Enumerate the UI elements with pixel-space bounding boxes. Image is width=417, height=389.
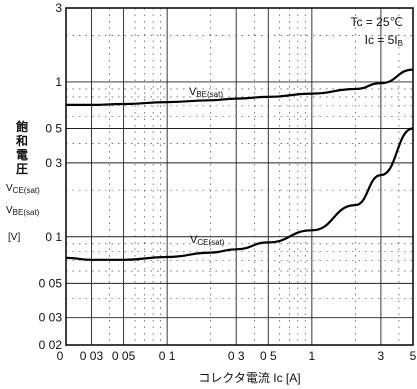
y-axis-symbol-vce: VCE(sat) (6, 183, 40, 195)
x-tick-label: 1 (309, 349, 316, 363)
y-tick-label: 0 05 (39, 276, 63, 290)
x-tick-label: 0 05 (112, 349, 136, 363)
curves (65, 68, 414, 261)
grid (65, 7, 414, 346)
curve-label-vbe: VBE(sat) (189, 86, 223, 99)
y-tick-label: 0 03 (39, 311, 63, 325)
curve-vce-sat (65, 127, 414, 261)
curve-label-vce: VCE(sat) (190, 234, 225, 247)
x-origin-label: 0 (57, 349, 64, 363)
x-tick-label: 0 1 (159, 349, 176, 363)
y-tick-label: 0 1 (45, 230, 62, 244)
x-axis-title: コレクタ電流 Ic [A] (198, 371, 300, 385)
y-axis-title-char: 電 (16, 148, 28, 162)
y-tick-label: 1 (55, 75, 62, 89)
y-tick-label: 0 5 (45, 122, 62, 136)
y-axis-title-char: 和 (15, 133, 28, 148)
y-tick-label: 3 (55, 1, 62, 15)
y-axis-title-char: 圧 (16, 162, 28, 176)
y-tick-label: 0 3 (45, 156, 62, 170)
x-tick-label: 0 3 (228, 349, 245, 363)
x-tick-label: 5 (410, 349, 417, 363)
condition-tc: Tc = 25℃ (351, 15, 404, 29)
curve-vbe-sat (66, 68, 414, 107)
x-tick-label: 3 (378, 349, 385, 363)
condition-ic: Ic = 5IB (365, 33, 403, 48)
y-axis-title-char: 飽 (15, 119, 28, 134)
y-tick-label: 0 02 (39, 338, 63, 352)
y-axis-unit: [V] (8, 232, 20, 243)
y-axis-symbol-vbe: VBE(sat) (6, 205, 40, 217)
x-tick-label: 0 5 (260, 349, 277, 363)
plot-frame (65, 7, 414, 346)
x-tick-label: 0 03 (80, 349, 104, 363)
